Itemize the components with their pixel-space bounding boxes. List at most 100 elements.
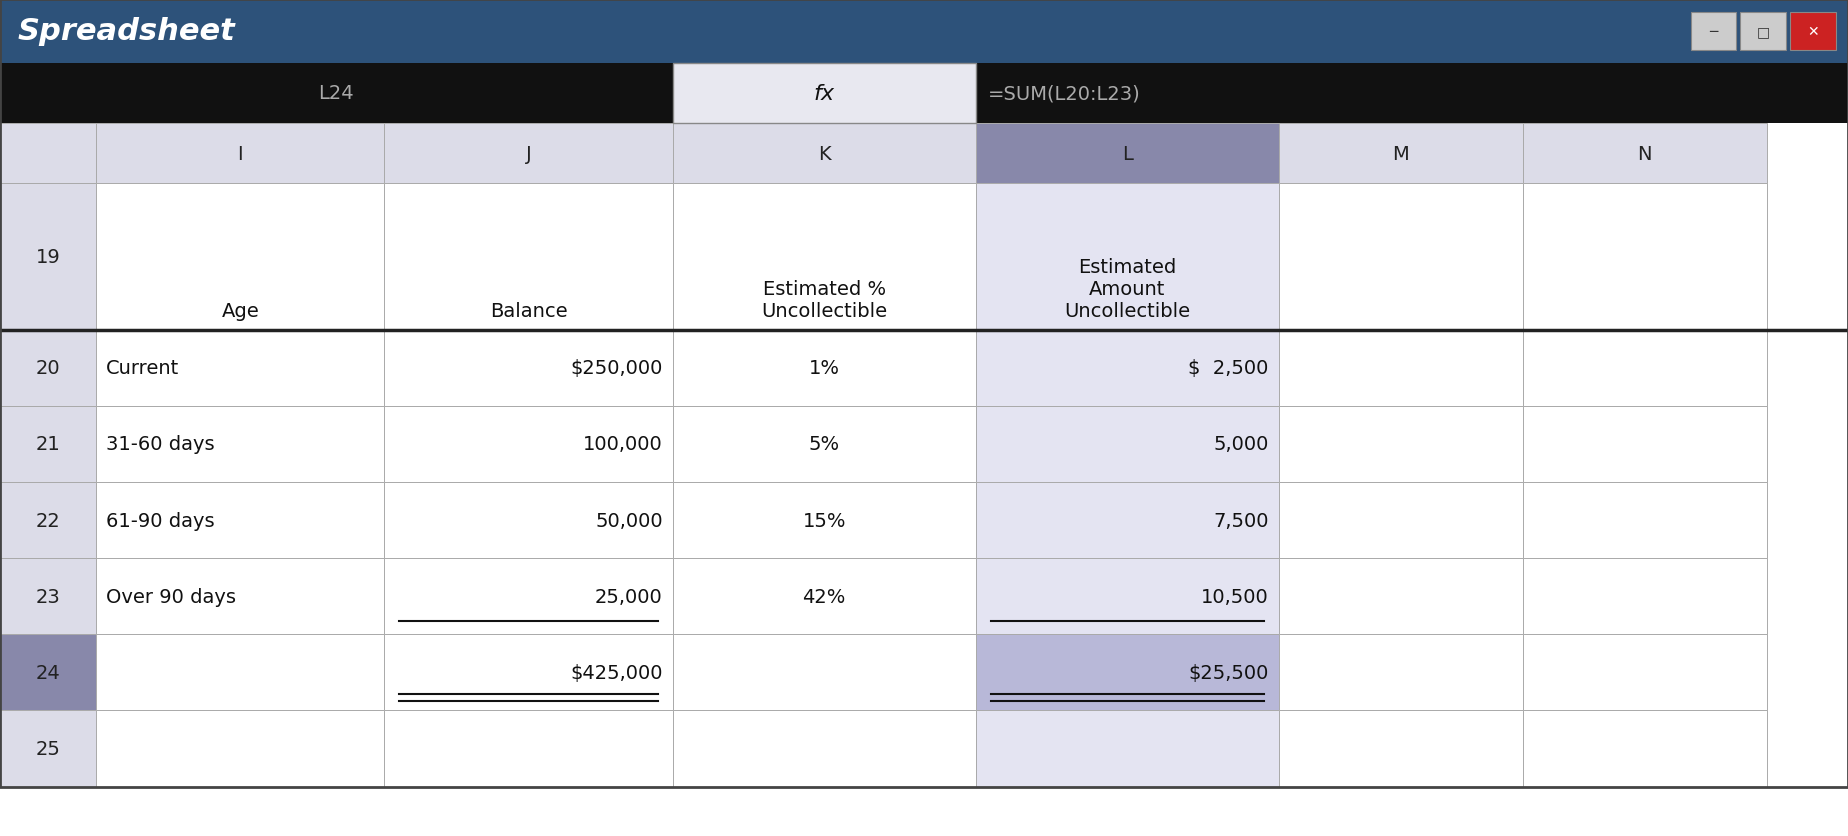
Bar xyxy=(673,558,976,635)
Text: 10,500: 10,500 xyxy=(1201,587,1270,606)
Text: 5%: 5% xyxy=(809,435,839,454)
Text: Estimated
Amount
Uncollectible: Estimated Amount Uncollectible xyxy=(1064,257,1190,320)
Bar xyxy=(96,330,384,406)
Text: Spreadsheet: Spreadsheet xyxy=(18,18,237,46)
Bar xyxy=(0,635,96,711)
Bar xyxy=(0,482,96,558)
Text: 20: 20 xyxy=(35,359,61,378)
Bar xyxy=(0,64,1848,124)
Bar xyxy=(976,184,1279,330)
Bar xyxy=(96,482,384,558)
Bar xyxy=(1279,558,1523,635)
Bar xyxy=(96,124,384,184)
Bar xyxy=(673,406,976,482)
Bar xyxy=(96,711,384,787)
Bar xyxy=(976,482,1279,558)
Bar xyxy=(384,635,673,711)
Text: ✕: ✕ xyxy=(1807,25,1818,38)
Text: $250,000: $250,000 xyxy=(571,359,663,378)
Text: L24: L24 xyxy=(318,84,355,103)
Text: 25,000: 25,000 xyxy=(595,587,663,606)
Bar xyxy=(0,184,96,330)
Text: Age: Age xyxy=(222,301,259,320)
Text: 19: 19 xyxy=(35,247,61,267)
Text: $25,500: $25,500 xyxy=(1188,663,1270,682)
Text: 1%: 1% xyxy=(809,359,839,378)
Bar xyxy=(384,330,673,406)
Bar xyxy=(976,635,1279,711)
Bar xyxy=(673,124,976,184)
Bar xyxy=(1279,635,1523,711)
Bar xyxy=(976,330,1279,406)
Bar xyxy=(1523,406,1767,482)
Bar xyxy=(1791,13,1837,51)
Bar xyxy=(976,558,1279,635)
Bar xyxy=(673,330,976,406)
Bar xyxy=(0,558,96,635)
Bar xyxy=(384,558,673,635)
Text: □: □ xyxy=(1757,25,1770,38)
Text: Balance: Balance xyxy=(490,301,567,320)
Text: 7,500: 7,500 xyxy=(1214,511,1270,530)
Text: Current: Current xyxy=(105,359,179,378)
Bar xyxy=(976,124,1279,184)
Text: Over 90 days: Over 90 days xyxy=(105,587,237,606)
Text: $425,000: $425,000 xyxy=(571,663,663,682)
Bar xyxy=(1523,330,1767,406)
Text: 31-60 days: 31-60 days xyxy=(105,435,214,454)
Text: 42%: 42% xyxy=(802,587,846,606)
Bar xyxy=(1741,13,1787,51)
Bar xyxy=(673,64,976,124)
Bar xyxy=(976,711,1279,787)
Bar xyxy=(0,124,96,184)
Bar xyxy=(673,635,976,711)
Bar xyxy=(1279,124,1523,184)
Bar xyxy=(1523,482,1767,558)
Text: 61-90 days: 61-90 days xyxy=(105,511,214,530)
Text: Estimated %
Uncollectible: Estimated % Uncollectible xyxy=(761,279,887,320)
Bar xyxy=(96,406,384,482)
Bar xyxy=(384,711,673,787)
Bar xyxy=(673,482,976,558)
Text: 24: 24 xyxy=(35,663,61,682)
Bar xyxy=(1523,124,1767,184)
Bar xyxy=(1279,711,1523,787)
Bar xyxy=(96,635,384,711)
Text: J: J xyxy=(525,145,532,163)
Text: 22: 22 xyxy=(35,511,61,530)
Bar xyxy=(96,558,384,635)
Bar xyxy=(1523,711,1767,787)
Text: 21: 21 xyxy=(35,435,61,454)
Text: M: M xyxy=(1392,145,1410,163)
Text: 50,000: 50,000 xyxy=(595,511,663,530)
Text: I: I xyxy=(237,145,244,163)
Text: =SUM(L20:L23): =SUM(L20:L23) xyxy=(987,84,1140,103)
Text: 5,000: 5,000 xyxy=(1214,435,1270,454)
Bar xyxy=(1279,184,1523,330)
Text: K: K xyxy=(819,145,830,163)
Bar xyxy=(96,184,384,330)
Text: L: L xyxy=(1122,145,1133,163)
Bar xyxy=(1523,558,1767,635)
Text: fx: fx xyxy=(813,84,835,104)
Bar xyxy=(0,0,1848,64)
Bar xyxy=(1279,482,1523,558)
Text: ─: ─ xyxy=(1709,25,1717,38)
Bar xyxy=(976,406,1279,482)
Text: $  2,500: $ 2,500 xyxy=(1188,359,1270,378)
Bar xyxy=(0,406,96,482)
Bar xyxy=(1691,13,1737,51)
Bar xyxy=(384,124,673,184)
Bar xyxy=(384,406,673,482)
Bar xyxy=(384,482,673,558)
Bar xyxy=(0,330,96,406)
Text: 25: 25 xyxy=(35,739,61,758)
Bar xyxy=(1279,406,1523,482)
Text: 23: 23 xyxy=(35,587,61,606)
Text: 15%: 15% xyxy=(802,511,846,530)
Bar xyxy=(0,711,96,787)
Text: N: N xyxy=(1637,145,1652,163)
Bar xyxy=(1279,330,1523,406)
Bar xyxy=(1523,184,1767,330)
Bar xyxy=(384,184,673,330)
